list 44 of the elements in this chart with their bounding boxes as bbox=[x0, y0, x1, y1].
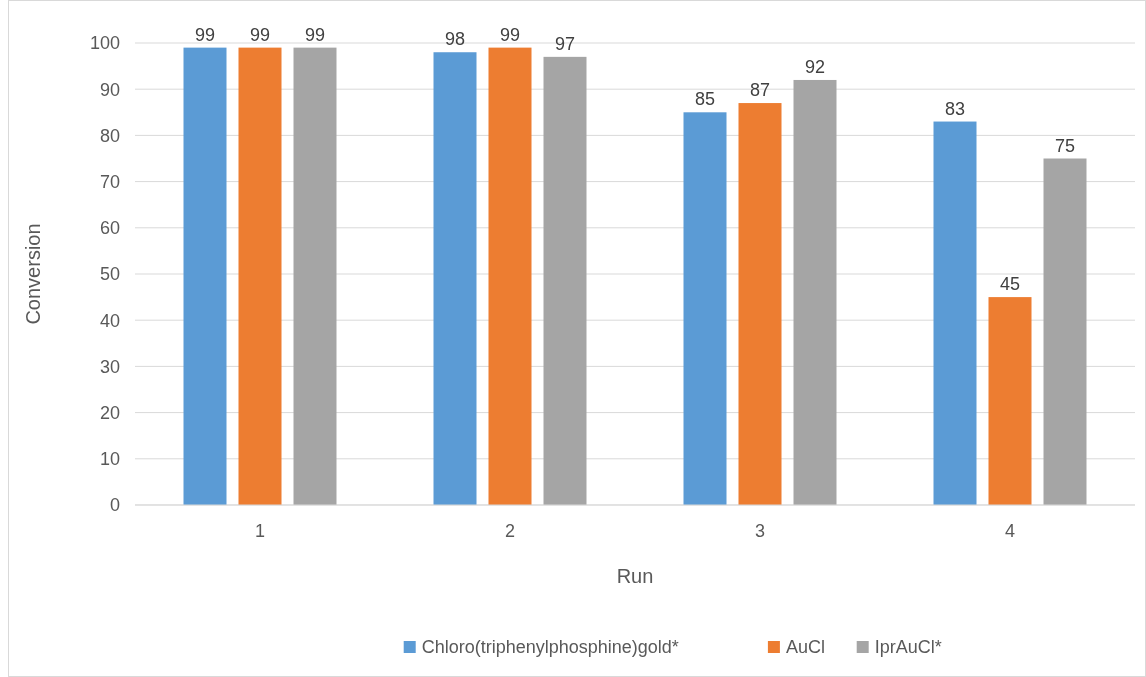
bar bbox=[793, 79, 837, 505]
bar bbox=[738, 103, 782, 505]
y-tick-label: 20 bbox=[99, 402, 120, 423]
data-label: 99 bbox=[194, 24, 216, 45]
bar bbox=[293, 47, 337, 505]
y-tick-label: 100 bbox=[89, 33, 120, 54]
y-tick-label: 0 bbox=[109, 495, 120, 516]
x-tick-label: 1 bbox=[254, 521, 266, 541]
bar bbox=[183, 47, 227, 505]
data-label: 99 bbox=[304, 24, 326, 45]
bar bbox=[433, 52, 477, 505]
y-axis-title: Conversion bbox=[22, 223, 44, 325]
data-label: 92 bbox=[804, 56, 826, 77]
data-label: 99 bbox=[499, 24, 521, 45]
y-tick-label: 90 bbox=[99, 79, 120, 100]
y-tick-label: 10 bbox=[99, 449, 120, 470]
bar bbox=[543, 56, 587, 505]
bar bbox=[988, 297, 1032, 505]
bar bbox=[683, 112, 727, 505]
x-axis-title: Run bbox=[616, 565, 654, 587]
bar bbox=[933, 121, 977, 505]
data-label: 45 bbox=[999, 274, 1021, 295]
y-tick-label: 30 bbox=[99, 356, 120, 377]
y-tick-label: 60 bbox=[99, 218, 120, 239]
bar bbox=[238, 47, 282, 505]
y-tick-label: 80 bbox=[99, 125, 120, 146]
data-label: 83 bbox=[944, 98, 966, 119]
bar bbox=[488, 47, 532, 505]
legend-label: Chloro(triphenylphosphine)gold* bbox=[421, 637, 679, 658]
data-label: 99 bbox=[249, 24, 271, 45]
y-tick-label: 70 bbox=[99, 171, 120, 192]
x-tick-label: 3 bbox=[754, 521, 766, 541]
x-tick-label: 4 bbox=[1004, 521, 1016, 541]
data-label: 87 bbox=[749, 80, 771, 101]
x-tick-label: 2 bbox=[504, 521, 516, 541]
data-label: 75 bbox=[1054, 135, 1076, 156]
data-label: 98 bbox=[444, 29, 466, 50]
y-tick-label: 50 bbox=[99, 264, 120, 285]
legend-label: IprAuCl* bbox=[874, 637, 942, 658]
bar bbox=[1043, 158, 1087, 505]
data-label: 97 bbox=[554, 33, 576, 54]
data-label: 85 bbox=[694, 89, 716, 110]
y-tick-label: 40 bbox=[99, 310, 120, 331]
legend-label: AuCl bbox=[785, 637, 825, 658]
